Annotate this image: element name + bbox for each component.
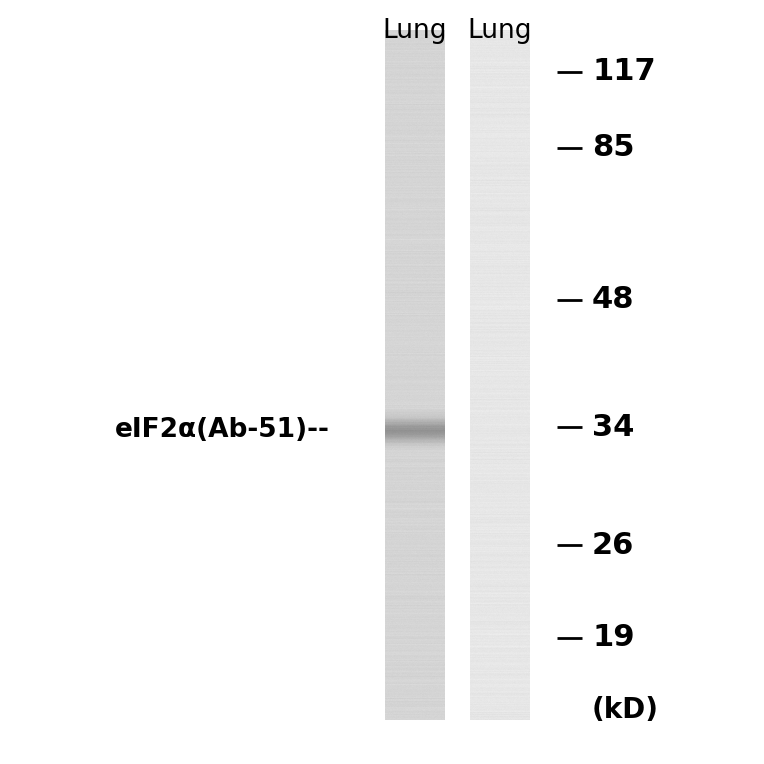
Text: eIF2α(Ab-51)--: eIF2α(Ab-51)-- bbox=[115, 417, 330, 443]
Text: 48: 48 bbox=[592, 286, 634, 315]
Text: 26: 26 bbox=[592, 530, 634, 559]
Text: 19: 19 bbox=[592, 623, 635, 652]
Text: 34: 34 bbox=[592, 413, 634, 442]
Text: Lung: Lung bbox=[383, 18, 447, 44]
Text: Lung: Lung bbox=[468, 18, 533, 44]
Text: (kD): (kD) bbox=[592, 696, 659, 724]
Text: 85: 85 bbox=[592, 134, 634, 163]
Text: 117: 117 bbox=[592, 57, 656, 86]
